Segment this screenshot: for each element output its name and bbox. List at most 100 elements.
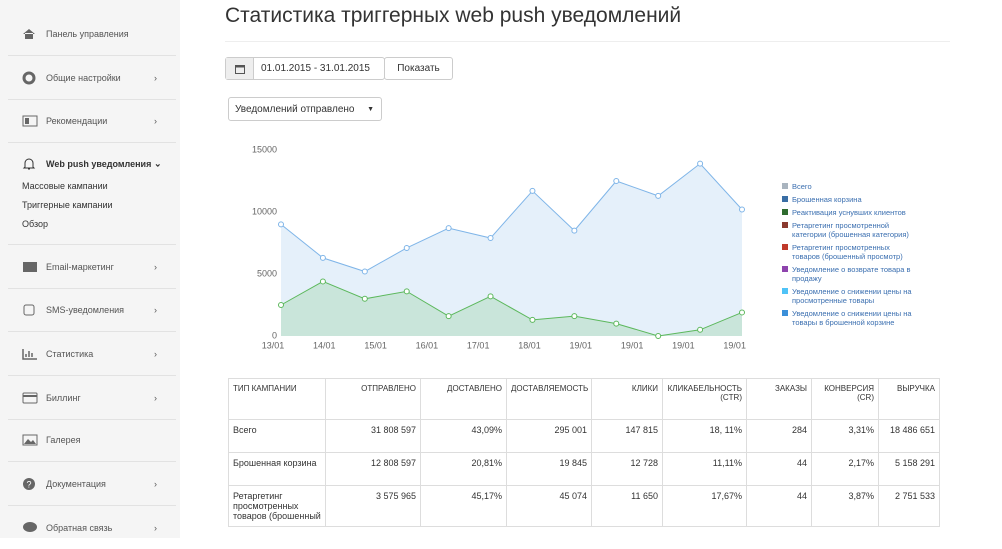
legend-item[interactable]: Уведомление о возврате товара в продажу: [782, 265, 917, 283]
x-tick-label: 16/01: [416, 340, 439, 350]
column-header: ДОСТАВЛЯЕМОСТЬ: [506, 378, 592, 420]
legend-item[interactable]: Уведомление о снижении цены на товары в …: [782, 309, 917, 327]
menu-item[interactable]: Биллинг ›: [8, 376, 176, 420]
table-cell: Всего: [228, 419, 326, 453]
legend-label: Ретаргетинг просмотренной категории (бро…: [792, 221, 909, 239]
point: [571, 313, 578, 320]
chart: 0 5000 10000 15000 13/01 14/01 15/01 16/01 17/01…: [252, 144, 746, 350]
button-label: Показать: [397, 63, 440, 74]
x-tick-label: 17/01: [467, 340, 490, 350]
column-header: ВЫРУЧКА: [878, 378, 940, 420]
show-button[interactable]: Показать: [384, 57, 453, 80]
menu-label: Web push уведомления: [46, 158, 152, 169]
submenu-item[interactable]: Обзор: [22, 219, 48, 229]
legend-item[interactable]: Брошенная корзина: [782, 195, 917, 204]
point: [697, 160, 704, 167]
table-cell: 11 650: [591, 485, 663, 527]
legend-item[interactable]: Ретаргетинг просмотренных товаров (броше…: [782, 243, 917, 261]
point: [697, 326, 704, 333]
column-header: ЗАКАЗЫ: [746, 378, 812, 420]
menu-label: Биллинг: [46, 392, 81, 403]
table-cell: 3,87%: [811, 485, 879, 527]
legend-swatch: [782, 222, 788, 228]
table-cell: Брошенная корзина: [228, 452, 326, 486]
submenu-item[interactable]: Массовые кампании: [22, 181, 108, 191]
table-cell: 147 815: [591, 419, 663, 453]
menu-item[interactable]: Рекомендации ›: [8, 99, 176, 143]
menu-item[interactable]: Web push уведомления ⌄: [8, 142, 176, 185]
page: Панель управления Общие настройки › Реком…: [8, 4, 950, 533]
table-cell: 5 158 291: [878, 452, 940, 486]
table-cell: 20,81%: [420, 452, 507, 486]
menu-item[interactable]: SMS-уведомления ›: [8, 288, 176, 332]
point: [487, 293, 494, 300]
point: [445, 225, 452, 232]
legend-swatch: [782, 183, 788, 189]
table-cell: 31 808 597: [325, 419, 421, 453]
point: [529, 316, 536, 323]
x-tick-label: 19/01: [672, 340, 695, 350]
table-cell: 43,09%: [420, 419, 507, 453]
point: [403, 244, 410, 251]
svg-text:?: ?: [26, 479, 31, 489]
menu-item[interactable]: Панель управления: [8, 12, 176, 56]
line: [280, 162, 743, 273]
point: [278, 302, 284, 308]
table-row: Всего 31 808 597 43,09% 295 001 147 815 18, 1…: [228, 419, 940, 453]
submenu-item[interactable]: Триггерные кампании: [22, 200, 113, 210]
point: [655, 333, 662, 339]
menu-item[interactable]: Обратная связь ›: [8, 506, 176, 549]
stats-table: ТИП КАМПАНИИ ОТПРАВЛЕНО ДОСТАВЛЕНО ДОСТАВЛЯ…: [228, 378, 940, 527]
menu-label: Рекомендации: [46, 115, 108, 126]
legend-item[interactable]: Всего: [782, 182, 917, 191]
point: [487, 235, 494, 242]
legend-item[interactable]: Уведомление о снижении цены на просмотре…: [782, 287, 917, 305]
y-tick-label: 10000: [252, 206, 277, 216]
table-cell: 3,31%: [811, 419, 879, 453]
table-cell: 12 808 597: [325, 452, 421, 486]
point: [403, 288, 410, 295]
table-cell: 12 728: [591, 452, 663, 486]
x-tick-label: 19/01: [723, 340, 746, 350]
menu-item[interactable]: Статистика ›: [8, 332, 176, 376]
point: [529, 187, 536, 194]
point: [278, 221, 284, 228]
legend-swatch: [782, 196, 788, 202]
date-input[interactable]: 01.01.2015 - 31.01.2015: [225, 57, 385, 80]
table-cell: 2 751 533: [878, 485, 940, 527]
line: [280, 280, 743, 337]
x-tick-label: 15/01: [364, 340, 387, 350]
menu-item[interactable]: Галерея: [8, 418, 176, 462]
legend-item[interactable]: Реактивация уснувших клиентов: [782, 208, 917, 217]
menu-label: Статистика: [46, 348, 94, 359]
y-tick-label: 0: [272, 330, 277, 340]
x-tick-label: 13/01: [262, 340, 285, 350]
menu-label: Email-маркетинг: [46, 261, 114, 272]
legend-swatch: [782, 266, 788, 272]
point: [613, 178, 620, 184]
metric-dropdown[interactable]: Уведомлений отправлено ▼: [228, 97, 382, 121]
table-cell: 18, 11%: [662, 419, 747, 453]
table-row: Ретаргетинг просмотренных товаров (броше…: [228, 485, 940, 527]
legend-label: Уведомление о снижении цены на товары в …: [792, 309, 912, 327]
table-cell: 17,67%: [662, 485, 747, 527]
date-text: 01.01.2015 - 31.01.2015: [261, 63, 370, 74]
legend-swatch: [782, 209, 788, 215]
legend-item[interactable]: Ретаргетинг просмотренной категории (бро…: [782, 221, 917, 239]
legend-label: Всего: [792, 182, 812, 191]
menu-label: SMS-уведомления: [46, 304, 125, 315]
table-cell: 45 074: [506, 485, 592, 527]
column-header: КЛИКАБЕЛЬНОСТЬ (CTR): [662, 378, 747, 420]
legend-swatch: [782, 288, 788, 294]
column-header: КОНВЕРСИЯ (CR): [811, 378, 879, 420]
x-tick-label: 19/01: [570, 340, 593, 350]
menu-label: Галерея: [46, 434, 81, 445]
area: [281, 281, 742, 336]
menu-item[interactable]: ? Документация ›: [8, 462, 176, 506]
legend-label: Реактивация уснувших клиентов: [792, 208, 906, 217]
legend-swatch: [782, 244, 788, 250]
table-cell: 44: [746, 485, 812, 527]
menu-item[interactable]: Общие настройки ›: [8, 56, 176, 100]
menu-item[interactable]: Email-маркетинг ›: [8, 244, 176, 289]
menu-label: Документация: [46, 478, 106, 489]
